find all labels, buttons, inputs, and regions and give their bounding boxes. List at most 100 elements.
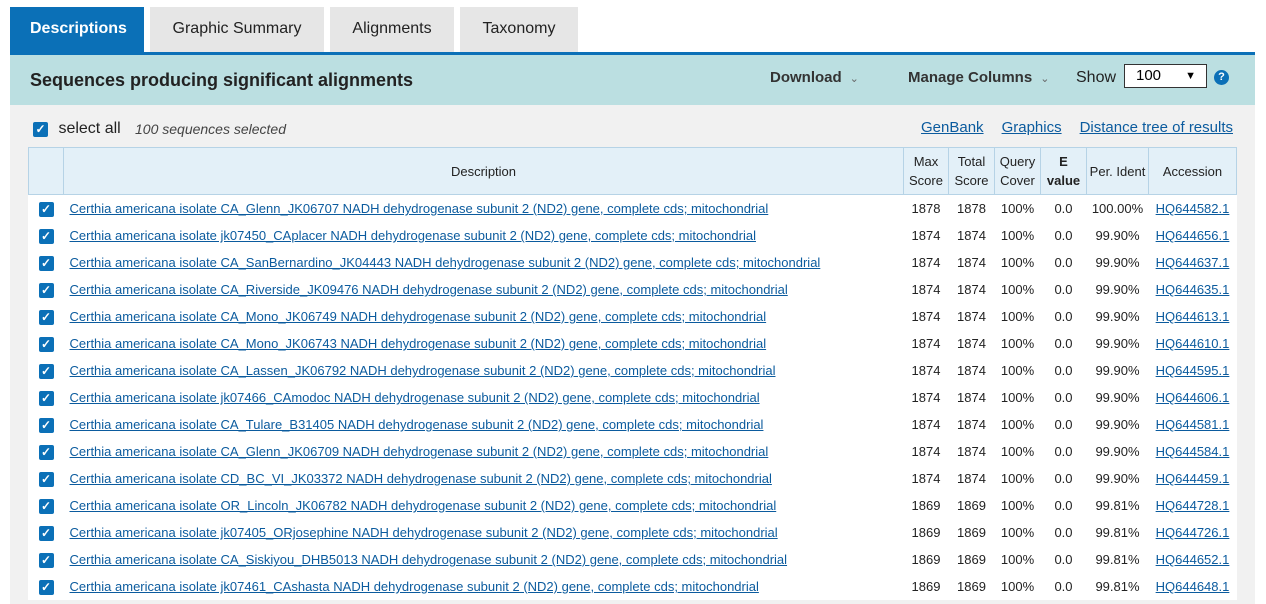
accession-link[interactable]: HQ644459.1	[1155, 471, 1230, 486]
row-checkbox[interactable]: ✓	[38, 201, 54, 217]
description-link[interactable]: Certhia americana isolate CA_Siskiyou_DH…	[69, 552, 788, 567]
description-link[interactable]: Certhia americana isolate CA_Riverside_J…	[69, 282, 788, 297]
checkbox-cell: ✓	[29, 249, 64, 276]
result-row: ✓ Certhia americana isolate jk07405_ORjos…	[29, 519, 1237, 546]
result-row: ✓ Certhia americana isolate CD_BC_VI_JK03…	[29, 465, 1237, 492]
description-link[interactable]: Certhia americana isolate CA_Glenn_JK067…	[69, 444, 769, 459]
column-header[interactable]: Accession	[1148, 147, 1237, 195]
row-checkbox[interactable]: ✓	[38, 471, 54, 487]
result-row: ✓ Certhia americana isolate OR_Lincoln_JK…	[29, 492, 1237, 519]
checkbox-cell: ✓	[29, 222, 64, 249]
description-link[interactable]: Certhia americana isolate jk07450_CAplac…	[69, 228, 756, 243]
row-checkbox[interactable]: ✓	[38, 444, 54, 460]
column-header[interactable]: Total Score	[948, 147, 995, 195]
header-row: Description Max Score Total Score Query Cov…	[28, 147, 1237, 195]
row-checkbox[interactable]: ✓	[38, 579, 54, 595]
column-header[interactable]: Max Score	[903, 147, 949, 195]
description-cell: Certhia americana isolate OR_Lincoln_JK0…	[64, 492, 904, 519]
value-cell: 0.0	[1054, 525, 1073, 540]
checkbox-header	[28, 147, 64, 195]
value-cell: HQ644581.1	[1149, 411, 1237, 438]
value-cell: 0.0	[1054, 201, 1073, 216]
accession-link[interactable]: HQ644610.1	[1155, 336, 1230, 351]
value-cell: 100%	[1000, 498, 1035, 513]
value-cell: 100%	[1000, 336, 1035, 351]
row-checkbox[interactable]: ✓	[38, 498, 54, 514]
row-checkbox[interactable]: ✓	[38, 363, 54, 379]
value-cell: 99.90%	[1095, 390, 1140, 405]
accession-link[interactable]: HQ644595.1	[1155, 363, 1230, 378]
accession-link[interactable]: HQ644584.1	[1155, 444, 1230, 459]
download-button[interactable]: Download ⌄	[770, 69, 859, 86]
select-all[interactable]: ✓ select all	[33, 120, 121, 138]
description-link[interactable]: Certhia americana isolate OR_Lincoln_JK0…	[69, 498, 777, 513]
row-checkbox[interactable]: ✓	[38, 336, 54, 352]
toolbar-link[interactable]: Distance tree of results	[1079, 119, 1233, 136]
value-cell: 1874	[911, 363, 941, 378]
value-cell: 1874	[957, 444, 986, 459]
tab[interactable]: Descriptions	[10, 7, 144, 53]
value-cell: 1869	[911, 525, 941, 540]
checkbox-cell: ✓	[29, 384, 64, 411]
select-all-checkbox[interactable]: ✓	[33, 122, 48, 137]
description-cell: Certhia americana isolate CA_Mono_JK0674…	[64, 330, 904, 357]
description-link[interactable]: Certhia americana isolate CA_Glenn_JK067…	[69, 201, 769, 216]
accession-link[interactable]: HQ644606.1	[1155, 390, 1230, 405]
select-all-label: select all	[58, 120, 121, 137]
tab[interactable]: Taxonomy	[460, 7, 578, 53]
result-row: ✓ Certhia americana isolate CA_Glenn_JK06…	[29, 438, 1237, 465]
row-checkbox[interactable]: ✓	[38, 552, 54, 568]
row-checkbox[interactable]: ✓	[38, 282, 54, 298]
column-header[interactable]: E value	[1040, 147, 1087, 195]
tab[interactable]: Alignments	[330, 7, 454, 53]
accession-link[interactable]: HQ644648.1	[1155, 579, 1230, 594]
description-link[interactable]: Certhia americana isolate jk07405_ORjose…	[69, 525, 778, 540]
accession-link[interactable]: HQ644635.1	[1155, 282, 1230, 297]
result-row: ✓ Certhia americana isolate CA_Mono_JK067…	[29, 330, 1237, 357]
value-cell: HQ644582.1	[1149, 195, 1237, 223]
value-cell: 0.0	[1054, 471, 1073, 486]
accession-link[interactable]: HQ644613.1	[1155, 309, 1230, 324]
value-cell: HQ644648.1	[1149, 573, 1237, 600]
description-link[interactable]: Certhia americana isolate CA_SanBernardi…	[69, 255, 821, 270]
accession-link[interactable]: HQ644652.1	[1155, 552, 1230, 567]
checkbox-cell: ✓	[29, 195, 64, 223]
accession-link[interactable]: HQ644637.1	[1155, 255, 1230, 270]
description-link[interactable]: Certhia americana isolate jk07466_CAmodo…	[69, 390, 760, 405]
tab-underline	[10, 52, 1255, 55]
row-checkbox[interactable]: ✓	[38, 228, 54, 244]
help-button[interactable]: ?	[1214, 70, 1229, 85]
accession-link[interactable]: HQ644656.1	[1155, 228, 1230, 243]
description-link[interactable]: Certhia americana isolate CA_Tulare_B314…	[69, 417, 764, 432]
value-cell: 0.0	[1054, 255, 1073, 270]
row-checkbox[interactable]: ✓	[38, 525, 54, 541]
description-link[interactable]: Certhia americana isolate jk07461_CAshas…	[69, 579, 759, 594]
description-cell: Certhia americana isolate CA_Lassen_JK06…	[64, 357, 904, 384]
description-link[interactable]: Certhia americana isolate CA_Lassen_JK06…	[69, 363, 776, 378]
toolbar-link[interactable]: GenBank	[921, 119, 984, 136]
row-checkbox[interactable]: ✓	[38, 390, 54, 406]
accession-link[interactable]: HQ644582.1	[1155, 201, 1230, 216]
value-cell: 99.90%	[1095, 444, 1140, 459]
value-cell: 1874	[957, 390, 986, 405]
result-row: ✓ Certhia americana isolate CA_Riverside_…	[29, 276, 1237, 303]
toolbar-link[interactable]: Graphics	[1001, 119, 1062, 136]
accession-link[interactable]: HQ644726.1	[1155, 525, 1230, 540]
tab[interactable]: Graphic Summary	[150, 7, 324, 53]
column-header[interactable]: Query Cover	[994, 147, 1041, 195]
description-link[interactable]: Certhia americana isolate CD_BC_VI_JK033…	[69, 471, 772, 486]
row-checkbox[interactable]: ✓	[38, 417, 54, 433]
accession-link[interactable]: HQ644728.1	[1155, 498, 1230, 513]
description-link[interactable]: Certhia americana isolate CA_Mono_JK0674…	[69, 309, 767, 324]
manage-columns-button[interactable]: Manage Columns ⌄	[908, 69, 1050, 86]
row-checkbox[interactable]: ✓	[38, 309, 54, 325]
description-link[interactable]: Certhia americana isolate CA_Mono_JK0674…	[69, 336, 767, 351]
show-select[interactable]: 100 ▼	[1124, 64, 1207, 88]
column-header[interactable]: Per. Ident	[1086, 147, 1149, 195]
row-checkbox[interactable]: ✓	[38, 255, 54, 271]
value-cell: 99.90%	[1095, 363, 1140, 378]
accession-link[interactable]: HQ644581.1	[1155, 417, 1230, 432]
value-cell: 0.0	[1054, 336, 1073, 351]
value-cell: HQ644728.1	[1149, 492, 1237, 519]
